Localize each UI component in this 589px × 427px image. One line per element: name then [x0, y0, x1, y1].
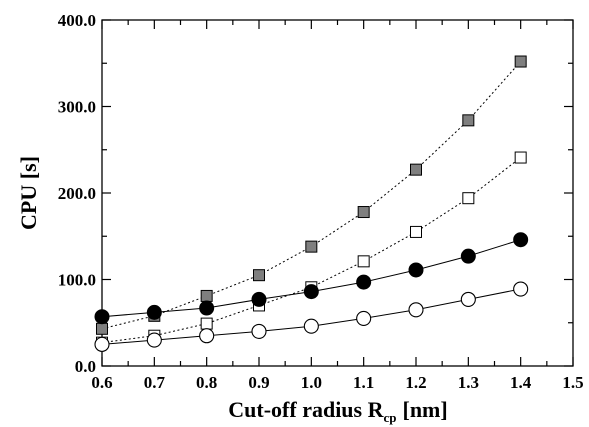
x-axis-title-main: Cut-off radius R	[228, 397, 384, 422]
data-point	[200, 317, 213, 330]
data-point	[357, 255, 370, 268]
data-point	[513, 232, 529, 248]
y-tick-label: 300.0	[58, 98, 96, 117]
x-axis-title-subscript: cp	[384, 410, 397, 425]
data-point	[357, 206, 370, 219]
data-point	[460, 248, 476, 264]
x-tick-label: 1.3	[458, 373, 479, 392]
x-tick-label: 0.6	[91, 373, 112, 392]
x-tick-label: 0.9	[248, 373, 269, 392]
data-point	[356, 310, 372, 326]
data-point	[305, 240, 318, 253]
y-axis-title: CPU [s]	[16, 156, 41, 230]
series-group	[94, 55, 529, 352]
data-point	[356, 274, 372, 290]
data-point	[462, 114, 475, 127]
x-tick-labels: 0.6 0.7 0.8 0.9 1.0 1.1 1.2 1.3 1.4 1.5	[91, 373, 583, 392]
x-tick-label: 1.4	[510, 373, 532, 392]
y-tick-label: 200.0	[58, 184, 96, 203]
data-point	[460, 291, 476, 307]
data-point	[146, 304, 162, 320]
y-tick-label: 400.0	[58, 11, 96, 30]
data-point	[514, 55, 527, 68]
data-point	[94, 336, 110, 352]
data-point	[199, 328, 215, 344]
data-point	[408, 262, 424, 278]
series-circle-open	[94, 281, 529, 352]
x-tick-label: 1.1	[353, 373, 374, 392]
data-point	[514, 151, 527, 164]
data-point	[303, 284, 319, 300]
data-point	[251, 323, 267, 339]
x-axis-title: Cut-off radius Rcp [nm]	[228, 397, 447, 425]
x-axis-title-unit: [nm]	[403, 397, 448, 422]
data-point	[253, 269, 265, 282]
data-point	[199, 300, 215, 316]
plot-frame	[101, 19, 574, 367]
data-point	[146, 332, 162, 348]
data-point	[251, 291, 267, 307]
series-circle-filled	[94, 232, 529, 325]
y-tick-label: 100.0	[58, 271, 96, 290]
x-tick-label: 1.0	[301, 373, 322, 392]
x-tick-label: 0.8	[196, 373, 217, 392]
data-point	[94, 309, 110, 325]
data-point	[96, 322, 108, 335]
y-tick-label: 0.0	[75, 357, 96, 376]
x-tick-label: 0.7	[144, 373, 166, 392]
data-point	[408, 302, 424, 318]
data-point	[200, 289, 213, 302]
data-point	[410, 225, 422, 238]
data-point	[462, 192, 475, 205]
data-point	[513, 281, 529, 297]
x-tick-label: 1.5	[562, 373, 583, 392]
y-tick-labels: 0.0 100.0 200.0 300.0 400.0	[58, 11, 96, 376]
data-point	[303, 318, 319, 334]
tick-marks	[101, 19, 574, 367]
data-point	[410, 163, 422, 176]
x-tick-label: 1.2	[405, 373, 426, 392]
